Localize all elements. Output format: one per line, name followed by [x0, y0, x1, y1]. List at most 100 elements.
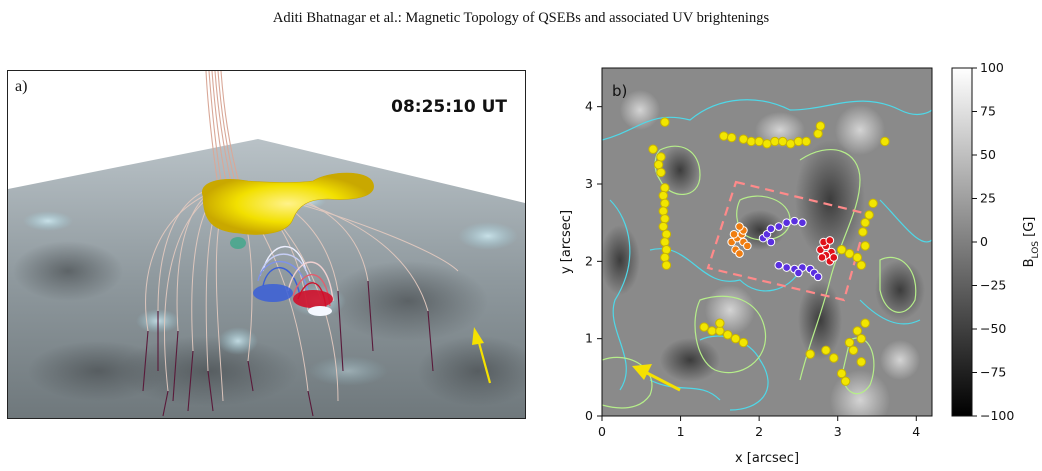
yellow-marker: [661, 260, 672, 270]
white-spot: [308, 306, 332, 316]
colorbar-tick-label: −75: [980, 365, 1006, 380]
yellow-marker: [813, 129, 823, 139]
yellow-marker: [726, 132, 737, 143]
panel-b-arrow: [632, 364, 681, 392]
yellow-marker: [852, 326, 863, 336]
yellow-marker: [856, 260, 866, 270]
orange-marker: [743, 241, 752, 251]
yellow-marker: [848, 345, 859, 355]
yellow-marker: [661, 229, 672, 239]
yellow-marker: [880, 136, 890, 147]
yellow-marker: [653, 159, 664, 170]
panel-a-label: a): [15, 78, 28, 95]
blue-footpoint: [253, 284, 293, 302]
blue-marker: [813, 272, 823, 282]
yellow-marker: [770, 136, 780, 147]
yellow-marker: [868, 198, 878, 209]
yellow-marker: [821, 345, 831, 355]
yellow-marker: [829, 353, 839, 363]
yellow-marker: [719, 131, 729, 141]
yellow-marker: [656, 152, 666, 162]
dark-footpoint-lines: [142, 280, 434, 417]
running-title: Aditi Bhatnagar et al.: Magnetic Topolog…: [272, 10, 770, 26]
red-marker: [829, 253, 839, 262]
blue-marker: [790, 216, 799, 226]
yellow-marker: [754, 136, 764, 147]
yellow-marker: [715, 318, 725, 328]
yellow-marker: [860, 241, 870, 251]
yellow-marker: [844, 248, 855, 259]
yellow-marker: [660, 183, 670, 193]
yellow-marker: [840, 376, 851, 386]
plot-frame: [601, 67, 933, 417]
blue-marker: [774, 260, 784, 270]
yellow-marker: [860, 217, 870, 228]
yellow-marker: [738, 134, 749, 144]
yellow-marker: [738, 337, 749, 348]
orange-marker: [735, 222, 744, 231]
red-marker: [825, 236, 835, 245]
yellow-flux-volume: [201, 172, 374, 235]
yellow-marker: [660, 117, 670, 127]
colorbar-tick-label: −50: [980, 321, 1006, 336]
direction-arrow: [472, 327, 492, 384]
yellow-marker: [660, 252, 670, 263]
y-tick-label: 1: [585, 331, 593, 346]
yellow-marker: [844, 337, 855, 348]
x-tick-label: 4: [912, 424, 920, 439]
y-ticks: 0 1 2 3 4: [585, 99, 602, 423]
blue-marker: [774, 222, 784, 231]
yellow-marker: [707, 326, 717, 336]
yellow-marker: [836, 368, 847, 379]
y-tick-label: 3: [585, 176, 593, 191]
blue-marker: [782, 218, 791, 227]
yellow-marker: [856, 333, 866, 344]
yellow-marker: [778, 136, 788, 147]
yellow-marker: [658, 221, 668, 232]
yellow-marker: [660, 214, 670, 224]
colorbar: [951, 67, 973, 417]
colorbar-tick-label: 100: [980, 60, 1004, 75]
y-tick-label: 4: [585, 99, 593, 114]
colorbar-tick-label: 0: [980, 234, 988, 249]
yellow-marker: [836, 245, 847, 255]
green-footpoint: [230, 237, 246, 249]
yellow-marker: [723, 330, 733, 340]
magnetogram-field: [602, 90, 932, 416]
yellow-marker: [661, 245, 672, 255]
yellow-marker: [658, 190, 668, 201]
yellow-marker: [730, 333, 741, 344]
colorbar-tick-label: −25: [980, 278, 1006, 293]
yellow-marker: [801, 136, 811, 147]
yellow-marker: [715, 326, 725, 336]
dashed-region-box: [706, 180, 870, 302]
yellow-marker: [815, 121, 826, 131]
x-ticks: 0 1 2 3 4: [598, 416, 920, 439]
x-tick-label: 2: [755, 424, 763, 439]
yellow-marker: [864, 210, 874, 220]
colorbar-tick-label: 25: [980, 191, 996, 206]
x-tick-label: 0: [598, 424, 606, 439]
red-marker: [817, 253, 827, 262]
colorbar-tick-label: −100: [980, 408, 1014, 423]
blue-marker: [798, 218, 807, 227]
yellow-marker: [785, 139, 796, 149]
y-tick-label: 0: [585, 408, 593, 423]
yellow-marker: [805, 349, 815, 359]
yellow-marker: [852, 252, 863, 263]
blue-marker: [794, 268, 803, 278]
yellow-marker: [746, 136, 756, 147]
blue-marker: [766, 224, 776, 234]
panel-a-rendering: a) 08:25:10 UT: [7, 70, 526, 419]
blue-marker: [782, 263, 791, 272]
yellow-marker: [656, 167, 666, 178]
colorbar-label: BLOS [G]: [1022, 217, 1041, 268]
yellow-marker: [699, 322, 709, 332]
y-tick-label: 2: [585, 253, 593, 268]
yellow-marker: [660, 237, 670, 247]
x-axis-label: x [arcsec]: [735, 451, 799, 466]
orange-marker: [729, 229, 739, 239]
yellow-marker: [660, 198, 670, 209]
lobe-loops: [257, 245, 334, 310]
